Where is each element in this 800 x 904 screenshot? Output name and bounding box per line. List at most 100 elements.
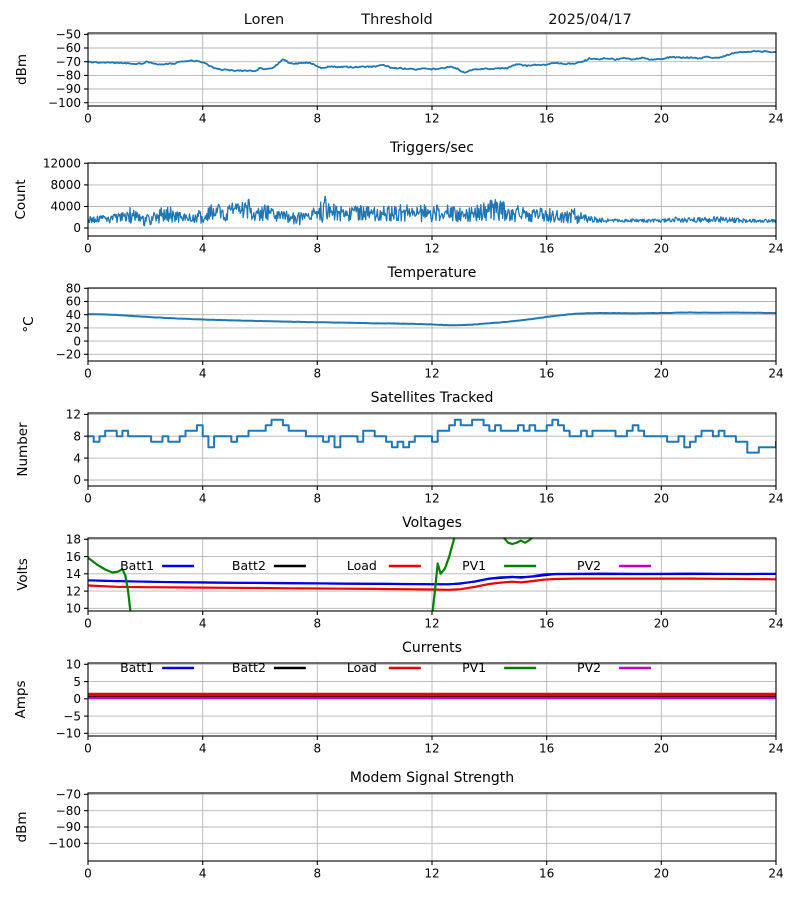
y-tick-label: 8: [73, 429, 81, 443]
x-tick-label: 16: [539, 112, 554, 126]
y-tick-label: −100: [48, 96, 81, 110]
x-tick-label: 4: [199, 242, 207, 256]
plot-area-triggers: [88, 195, 776, 227]
y-tick-label: 20: [66, 321, 81, 335]
y-tick-label: 80: [66, 282, 81, 296]
x-tick-label: 0: [84, 742, 92, 756]
y-tick-label: 60: [66, 295, 81, 309]
legend-label-load: Load: [347, 558, 377, 573]
x-axis-ticks: 0 4 8 12 16 20 24: [84, 106, 784, 126]
x-tick-label: 4: [199, 492, 207, 506]
y-axis-ticks: 0 4 8 12: [66, 408, 88, 487]
x-tick-label: 20: [654, 617, 669, 631]
legend-label-batt1: Batt1: [120, 558, 154, 573]
series-batt1-line: [88, 572, 776, 586]
panel-title: Temperature: [387, 265, 477, 281]
series-triggers-line: [88, 195, 776, 227]
y-axis-label: Count: [13, 179, 29, 219]
x-tick-label: 0: [84, 112, 92, 126]
y-tick-label: 12: [66, 584, 81, 598]
x-tick-label: 4: [199, 112, 207, 126]
x-tick-label: 12: [424, 242, 439, 256]
x-tick-label: 12: [424, 367, 439, 381]
series-load-line: [88, 577, 776, 591]
header-station-name: Loren: [243, 12, 285, 28]
x-tick-label: 8: [314, 742, 322, 756]
series-satellites-line: [88, 418, 776, 454]
x-axis-ticks: 0 4 8 12 16 20 24: [84, 736, 784, 756]
x-tick-label: 16: [539, 492, 554, 506]
legend-label-batt2: Batt2: [232, 558, 266, 573]
legend-voltages: Batt1 Batt2 Load PV1 PV2: [120, 558, 652, 573]
x-tick-label: 24: [768, 367, 783, 381]
y-tick-label: −20: [56, 348, 81, 362]
series-pv1-line: [88, 538, 534, 611]
x-tick-label: 8: [314, 242, 322, 256]
y-tick-label: 0: [73, 692, 81, 706]
y-axis-label: Number: [15, 422, 31, 477]
y-tick-label: −60: [56, 41, 81, 55]
panel-triggers: 0 4000 8000 12000 0 4 8 12 16 20 24 Count Triggers/s…: [13, 140, 784, 256]
y-tick-label: 0: [73, 473, 81, 487]
y-tick-label: 12000: [43, 157, 81, 171]
x-tick-label: 12: [424, 492, 439, 506]
plot-area-threshold: [88, 50, 776, 74]
plot-area-satellites: [88, 418, 776, 454]
x-tick-label: 24: [768, 742, 783, 756]
x-tick-label: 8: [314, 867, 322, 881]
legend-label-pv2: PV2: [577, 558, 601, 573]
y-tick-label: 0: [73, 334, 81, 348]
x-tick-label: 4: [199, 617, 207, 631]
x-tick-label: 4: [199, 742, 207, 756]
grid-modem: [87, 793, 777, 861]
x-tick-label: 8: [314, 367, 322, 381]
y-axis-label: °C: [21, 316, 37, 332]
y-tick-label: 0: [73, 221, 81, 235]
y-tick-label: 4000: [50, 200, 81, 214]
y-tick-label: −90: [56, 82, 81, 96]
grid-triggers: [87, 162, 777, 236]
x-tick-label: 8: [314, 617, 322, 631]
plot-area-voltages: [88, 538, 776, 611]
y-tick-label: 5: [73, 675, 81, 689]
y-tick-label: 10: [66, 658, 81, 672]
legend-label-batt2: Batt2: [232, 660, 266, 675]
y-axis-ticks: 10 12 14 16 18: [66, 532, 88, 616]
x-tick-label: 12: [424, 112, 439, 126]
y-tick-label: 12: [66, 408, 81, 422]
x-tick-label: 24: [768, 492, 783, 506]
y-axis-ticks: −10 −5 0 5 10: [56, 658, 88, 741]
legend-label-load: Load: [347, 660, 377, 675]
x-tick-label: 8: [314, 492, 322, 506]
y-tick-label: −70: [56, 788, 81, 802]
x-tick-label: 20: [654, 742, 669, 756]
plot-area-currents: [88, 692, 776, 700]
x-tick-label: 4: [199, 367, 207, 381]
x-tick-label: 24: [768, 242, 783, 256]
x-axis-ticks: 0 4 8 12 16 20 24: [84, 611, 784, 631]
header-plot-title: Threshold: [361, 12, 433, 28]
x-tick-label: 0: [84, 242, 92, 256]
grid-satellites: [87, 413, 777, 486]
y-axis-label: Volts: [15, 558, 31, 591]
x-tick-label: 0: [84, 492, 92, 506]
x-tick-label: 16: [539, 242, 554, 256]
legend-label-pv2: PV2: [577, 660, 601, 675]
y-tick-label: −70: [56, 55, 81, 69]
x-tick-label: 0: [84, 367, 92, 381]
series-temperature-line: [88, 311, 776, 327]
panel-title: Currents: [402, 640, 462, 656]
plot-area-temperature: [88, 311, 776, 327]
y-axis-ticks: 0 4000 8000 12000: [43, 157, 88, 235]
y-tick-label: 14: [66, 567, 81, 581]
x-tick-label: 4: [199, 867, 207, 881]
x-tick-label: 24: [768, 867, 783, 881]
series-threshold-line: [88, 50, 776, 74]
x-axis-ticks: 0 4 8 12 16 20 24: [84, 861, 784, 881]
y-tick-label: 40: [66, 308, 81, 322]
